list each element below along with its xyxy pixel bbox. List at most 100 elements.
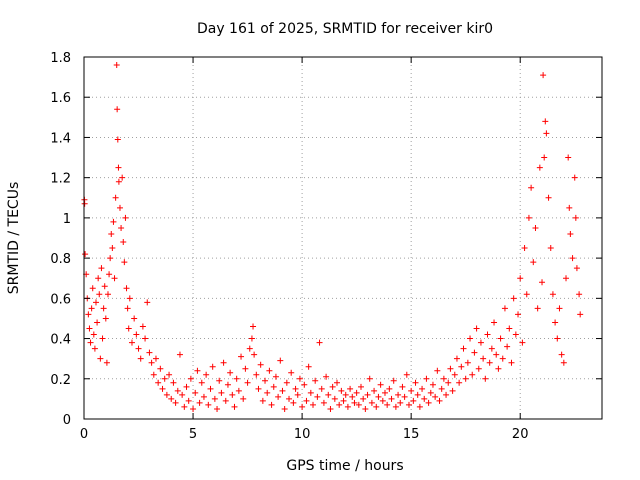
data-point — [100, 305, 107, 312]
data-point — [384, 401, 391, 408]
data-point — [168, 395, 175, 402]
data-point — [493, 351, 500, 358]
data-point — [549, 291, 556, 298]
data-point — [146, 349, 153, 356]
data-point — [279, 387, 286, 394]
data-point — [467, 335, 474, 342]
data-point — [253, 371, 260, 378]
data-point — [90, 331, 97, 338]
data-point — [97, 355, 104, 362]
data-point — [572, 214, 579, 221]
data-point — [116, 204, 123, 211]
data-point — [92, 299, 99, 306]
data-point — [536, 164, 543, 171]
data-point — [216, 377, 223, 384]
data-point — [190, 405, 197, 412]
data-point — [222, 397, 229, 404]
data-point — [196, 399, 203, 406]
data-point — [103, 359, 110, 366]
data-point — [340, 397, 347, 404]
data-point — [181, 403, 188, 410]
data-point — [349, 393, 356, 400]
data-point — [259, 397, 266, 404]
data-point — [179, 391, 186, 398]
data-point — [390, 377, 397, 384]
data-point — [499, 355, 506, 362]
data-point — [419, 385, 426, 392]
data-point — [255, 385, 262, 392]
data-point — [397, 399, 404, 406]
data-point — [150, 371, 157, 378]
data-point — [569, 255, 576, 262]
data-point — [159, 385, 166, 392]
data-point — [85, 311, 92, 318]
data-point — [482, 375, 489, 382]
data-point — [471, 349, 478, 356]
data-point — [344, 403, 351, 410]
data-points — [81, 62, 584, 412]
data-point — [501, 305, 508, 312]
data-point — [251, 351, 258, 358]
data-point — [157, 365, 164, 372]
data-point — [89, 285, 96, 292]
x-tick-label: 0 — [80, 427, 88, 442]
data-point — [491, 319, 498, 326]
data-point — [386, 385, 393, 392]
data-point — [148, 359, 155, 366]
data-point — [566, 204, 573, 211]
data-point — [233, 375, 240, 382]
data-point — [434, 367, 441, 374]
data-point — [122, 214, 129, 221]
data-point — [87, 339, 94, 346]
data-point — [360, 395, 367, 402]
data-point — [357, 383, 364, 390]
data-point — [262, 377, 269, 384]
data-point — [565, 154, 572, 161]
data-point — [211, 395, 218, 402]
data-point — [183, 383, 190, 390]
data-point — [135, 345, 142, 352]
data-point — [142, 335, 149, 342]
data-point — [131, 315, 138, 322]
data-point — [436, 397, 443, 404]
data-point — [552, 319, 559, 326]
data-point — [375, 393, 382, 400]
data-point — [114, 136, 121, 143]
data-point — [484, 331, 491, 338]
data-point — [401, 393, 408, 400]
data-point — [266, 367, 273, 374]
data-point — [207, 385, 214, 392]
data-point — [440, 375, 447, 382]
data-point — [214, 405, 221, 412]
data-point — [412, 379, 419, 386]
data-point — [331, 395, 338, 402]
data-point — [539, 279, 546, 286]
data-point — [272, 373, 279, 380]
data-point — [368, 399, 375, 406]
data-point — [410, 397, 417, 404]
data-point — [403, 371, 410, 378]
data-point — [113, 62, 120, 69]
data-point — [203, 371, 210, 378]
y-tick-label: 1.6 — [50, 91, 71, 106]
data-point — [429, 381, 436, 388]
data-point — [449, 387, 456, 394]
data-point — [473, 325, 480, 332]
data-point — [399, 383, 406, 390]
data-point — [329, 383, 336, 390]
x-tick-label: 10 — [294, 427, 311, 442]
data-point — [242, 365, 249, 372]
data-point — [486, 359, 493, 366]
chart-title: Day 161 of 2025, SRMTID for receiver kir… — [197, 21, 493, 37]
data-point — [541, 154, 548, 161]
data-point — [451, 371, 458, 378]
data-point — [124, 305, 131, 312]
data-point — [248, 335, 255, 342]
data-point — [101, 283, 108, 290]
data-point — [395, 391, 402, 398]
data-point — [497, 335, 504, 342]
data-point — [99, 335, 106, 342]
data-point — [95, 275, 102, 282]
data-point — [371, 387, 378, 394]
data-point — [307, 389, 314, 396]
